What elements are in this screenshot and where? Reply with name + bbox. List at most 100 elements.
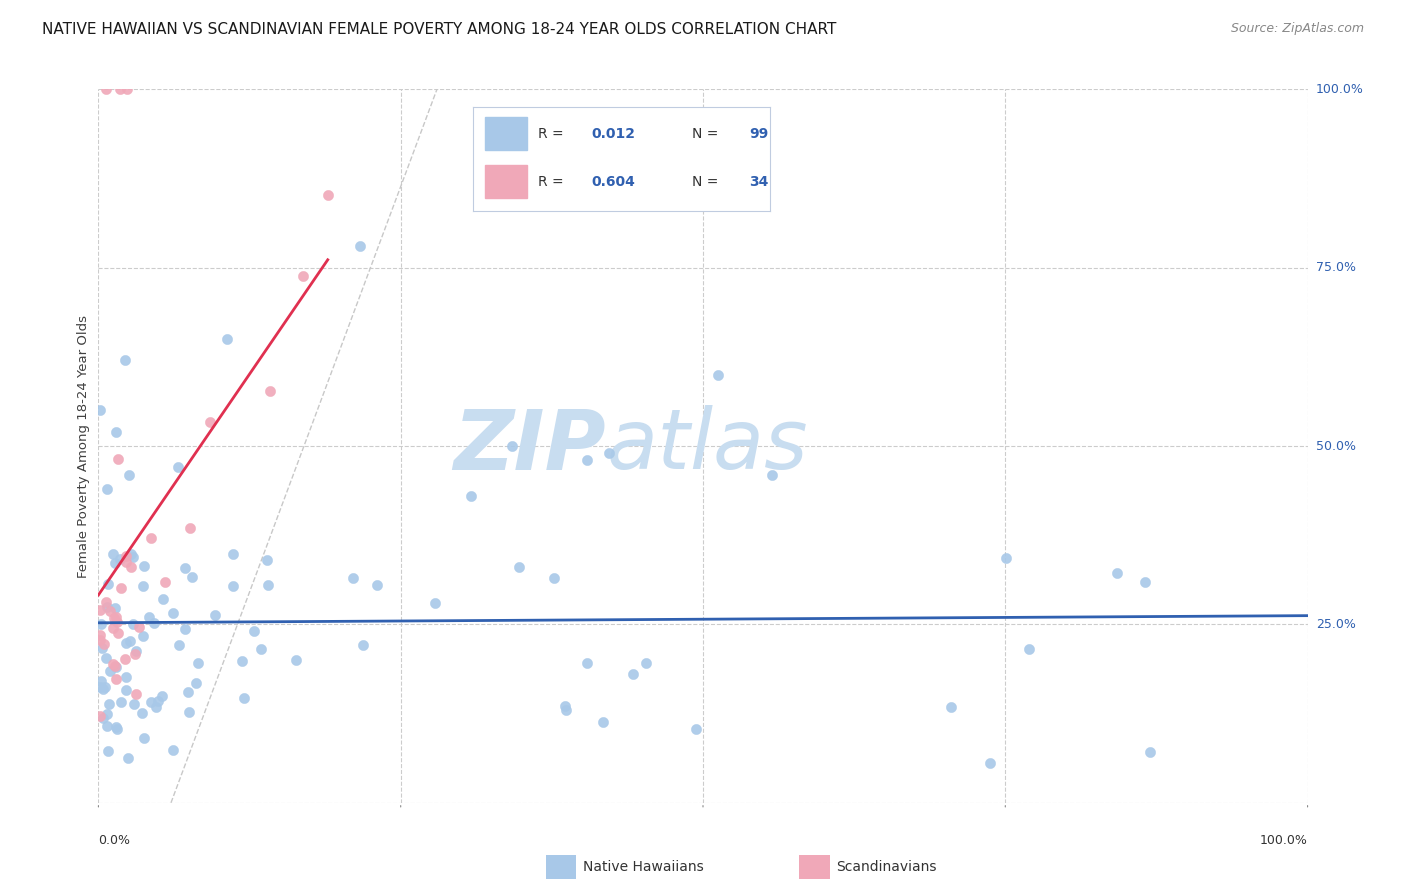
Point xyxy=(598,446,620,460)
Point xyxy=(101,547,124,561)
Point xyxy=(143,616,166,631)
Point xyxy=(146,694,169,708)
Point xyxy=(132,579,155,593)
Point xyxy=(90,640,112,655)
Point xyxy=(114,652,136,666)
Point xyxy=(97,576,120,591)
Point xyxy=(173,622,195,636)
Point xyxy=(121,547,143,561)
Point xyxy=(316,187,339,202)
Point xyxy=(125,687,148,701)
Point xyxy=(105,425,128,439)
Point xyxy=(423,596,446,610)
Point xyxy=(233,691,256,706)
Point xyxy=(124,647,146,661)
Point xyxy=(104,658,127,673)
Point xyxy=(89,681,111,695)
Point xyxy=(118,633,141,648)
Point xyxy=(114,549,136,563)
Point xyxy=(105,615,128,630)
Point xyxy=(592,715,614,730)
Point xyxy=(200,415,222,429)
Point xyxy=(110,695,132,709)
Point xyxy=(243,624,266,638)
Point xyxy=(93,681,115,696)
Point xyxy=(101,621,124,635)
Point xyxy=(623,667,645,681)
Point xyxy=(90,673,112,688)
Point xyxy=(114,670,136,684)
Point xyxy=(115,555,138,569)
Point xyxy=(117,467,139,482)
Point xyxy=(342,571,364,585)
Point xyxy=(96,719,118,733)
Point xyxy=(107,625,129,640)
Point xyxy=(501,439,523,453)
Point xyxy=(554,703,576,717)
Point xyxy=(222,579,245,593)
Point xyxy=(96,706,118,721)
Point xyxy=(222,547,245,561)
Point xyxy=(122,550,145,565)
Point xyxy=(174,561,197,575)
Point xyxy=(94,651,117,665)
Point xyxy=(1105,566,1128,581)
Point xyxy=(217,332,239,346)
Point xyxy=(105,722,128,736)
Point xyxy=(89,628,111,642)
Text: 100.0%: 100.0% xyxy=(1260,834,1308,847)
Point xyxy=(167,460,190,475)
Point xyxy=(231,654,253,668)
Point xyxy=(1139,745,1161,759)
Point xyxy=(131,629,153,643)
Point xyxy=(89,633,111,648)
Point xyxy=(508,559,530,574)
Point xyxy=(89,708,111,723)
Point xyxy=(184,675,207,690)
Point xyxy=(96,482,118,496)
Point xyxy=(124,697,146,711)
Point xyxy=(685,723,707,737)
Point xyxy=(187,657,209,671)
Point xyxy=(117,82,139,96)
Point xyxy=(152,592,174,607)
Point xyxy=(162,606,184,620)
Text: atlas: atlas xyxy=(606,406,808,486)
Point xyxy=(98,664,121,678)
Point xyxy=(176,685,198,699)
Point xyxy=(131,706,153,720)
Text: NATIVE HAWAIIAN VS SCANDINAVIAN FEMALE POVERTY AMONG 18-24 YEAR OLDS CORRELATION: NATIVE HAWAIIAN VS SCANDINAVIAN FEMALE P… xyxy=(42,22,837,37)
Point xyxy=(101,657,124,672)
Point xyxy=(104,556,127,570)
Point xyxy=(122,616,145,631)
Point xyxy=(162,742,184,756)
Point xyxy=(1018,641,1040,656)
Point xyxy=(103,610,125,624)
Text: ZIP: ZIP xyxy=(454,406,606,486)
Point xyxy=(108,82,131,96)
Point xyxy=(995,550,1018,565)
Point xyxy=(120,560,142,574)
Point xyxy=(94,82,117,96)
Point xyxy=(259,384,281,398)
Y-axis label: Female Poverty Among 18-24 Year Olds: Female Poverty Among 18-24 Year Olds xyxy=(77,315,90,577)
Point xyxy=(181,570,204,584)
Text: 100.0%: 100.0% xyxy=(1316,83,1364,95)
Point xyxy=(93,681,115,695)
Point xyxy=(115,636,138,650)
Point xyxy=(104,600,127,615)
Point xyxy=(979,756,1001,771)
Point xyxy=(939,700,962,714)
Point xyxy=(117,751,139,765)
Point xyxy=(107,452,129,467)
Text: 25.0%: 25.0% xyxy=(1316,618,1355,631)
Point xyxy=(110,551,132,566)
Point xyxy=(125,644,148,658)
Point xyxy=(150,690,173,704)
Point xyxy=(1133,575,1156,590)
Point xyxy=(352,638,374,652)
Point xyxy=(576,453,599,467)
Point xyxy=(543,571,565,585)
Text: Source: ZipAtlas.com: Source: ZipAtlas.com xyxy=(1230,22,1364,36)
Point xyxy=(167,638,190,652)
